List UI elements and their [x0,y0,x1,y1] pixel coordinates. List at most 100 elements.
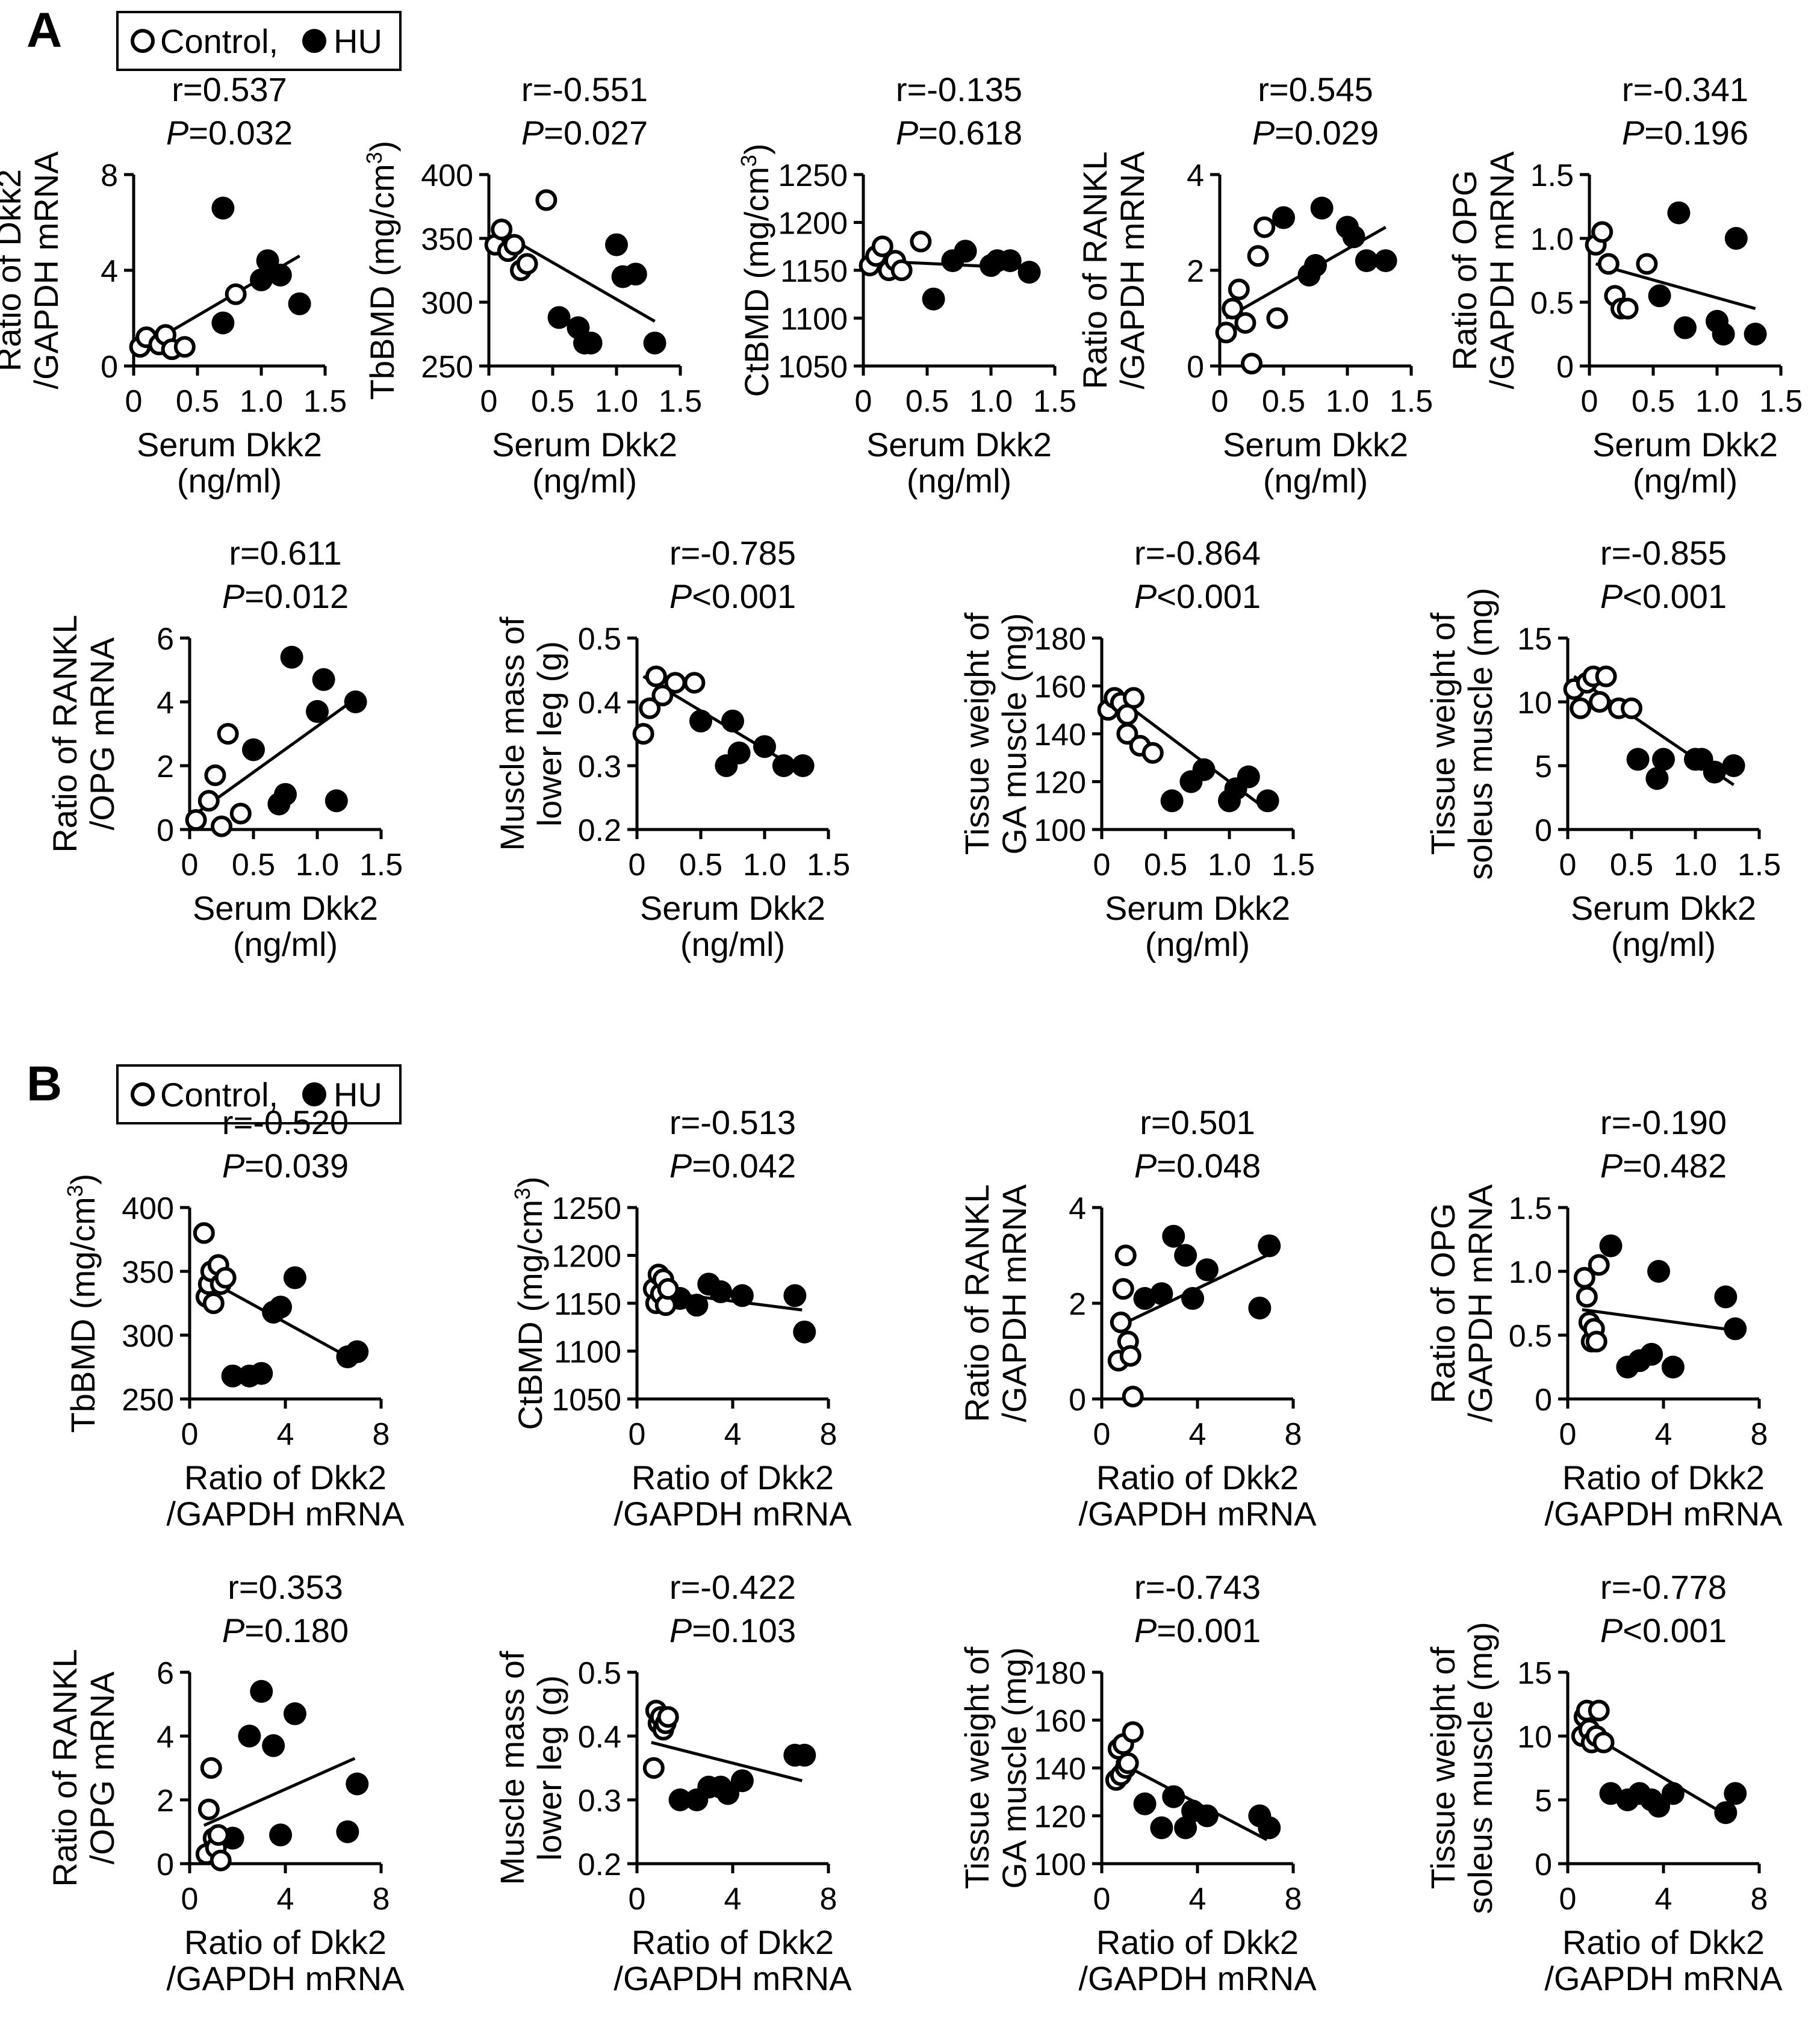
correlation-r: r=-0.422 [669,1568,796,1606]
correlation-r: r=0.545 [1258,70,1373,108]
scatter-plot-a5: r=-0.341 P=0.196 0 0.5 1.0 1.5 0 0.5 1.0 1.5 Serum… [1446,70,1803,500]
y-tick-label: 140 [1034,718,1086,752]
x-tick-label: 8 [1285,1417,1302,1452]
control-point [193,1222,215,1244]
hu-point [579,331,603,355]
hu-point [1724,1317,1747,1341]
p-value: P<0.001 [1600,577,1727,615]
y-axis-label: /GAPDH mRNA [27,151,65,389]
p-value: P<0.001 [1134,577,1261,615]
hu-point [793,1320,816,1344]
p-value: P=0.001 [1134,1611,1261,1649]
y-tick-label: 0.5 [1530,286,1574,321]
x-axis-label: (ng/ml) [233,925,338,963]
x-axis-label: /GAPDH mRNA [1078,1495,1317,1533]
y-tick-label: 2 [157,749,174,784]
legend-hu-label: HU [334,22,382,60]
y-tick-label: 0.5 [578,622,621,657]
scatter-plot-a4: r=0.545 P=0.029 0 2 4 0 0.5 1.0 1.5 Serum Dkk2(ng… [1076,70,1433,500]
y-tick-label: 1.0 [1530,222,1574,257]
hu-point [668,1788,692,1811]
correlation-r: r=-0.855 [1600,534,1727,572]
control-point [1141,742,1164,764]
x-tick-label: 0 [629,848,646,882]
x-tick-label: 1.0 [1695,384,1739,419]
x-tick-label: 8 [820,1417,837,1452]
scatter-plot-b6: r=-0.422 P=0.103 0.2 0.3 0.4 0.5 0 4 8 Ratio of D… [493,1568,852,1997]
y-tick-label: 1.0 [1509,1255,1552,1290]
y-tick-label: 1250 [551,1191,621,1226]
control-point [645,665,667,687]
x-tick-label: 0 [629,1417,646,1452]
control-point [1247,245,1269,267]
control-point [1585,1330,1607,1353]
y-tick-label: 300 [122,1319,174,1354]
hu-point [1744,323,1767,346]
correlation-r: r=-0.520 [222,1103,349,1141]
p-value: P=0.039 [222,1147,349,1185]
hu-point [730,1769,754,1793]
correlation-r: r=-0.513 [669,1103,796,1141]
y-axis-label: /GAPDH mRNA [995,1184,1033,1422]
x-axis-label: Serum Dkk2 [640,889,825,927]
scatter-plot-b7: r=-0.743 P=0.001 100 120 140 160 180 0 4 8 Ratio o… [958,1568,1317,1997]
hu-point [269,1295,293,1319]
correlation-r: r=-0.785 [669,534,796,572]
y-tick-label: 0 [1069,1383,1086,1418]
y-axis-label: Ratio of Dkk2 [0,169,28,371]
hu-point [1626,748,1650,771]
x-tick-label: 8 [1751,1417,1768,1452]
y-tick-label: 0 [1535,813,1552,848]
p-value: P=0.103 [669,1611,796,1649]
hu-point [1195,1804,1219,1828]
hu-point [1640,1342,1663,1366]
hu-point [689,709,712,733]
x-axis-label: /GAPDH mRNA [166,1495,405,1533]
control-point [683,672,706,694]
control-point [657,1706,679,1728]
hu-point [1647,1260,1671,1283]
control-point [664,672,686,694]
y-axis-label: soleus muscle (mg) [1461,1622,1499,1914]
control-point [516,253,538,275]
hu-point [605,233,628,256]
hu-point [1722,754,1745,777]
x-tick-label: 0.5 [905,384,949,419]
x-tick-label: 4 [277,1882,294,1917]
scatter-plot-b2: r=-0.513 P=0.042 1050 1100 1150 1200 1250 0 4 8 Ra… [510,1103,852,1533]
x-axis-label: Serum Dkk2 [1105,889,1290,927]
control-point [1595,665,1617,687]
x-tick-label: 1.5 [1738,848,1781,882]
x-axis-label: /GAPDH mRNA [166,1959,405,1997]
x-tick-label: 1.5 [1272,848,1315,882]
x-tick-label: 1.0 [969,384,1013,419]
hu-point [283,1702,306,1725]
hu-point [250,268,273,291]
y-tick-label: 5 [1535,1784,1552,1819]
control-point [185,809,207,831]
x-tick-label: 0.5 [1144,848,1187,882]
hu-point [1174,1244,1197,1267]
y-tick-label: 2 [157,1784,174,1819]
y-axis-label: TbBMD (mg/cm3) [362,141,401,400]
y-tick-label: 0.4 [578,1720,621,1755]
x-tick-label: 4 [1189,1882,1207,1917]
y-tick-label: 8 [101,158,118,193]
y-tick-label: 400 [122,1191,174,1226]
hu-point [1374,249,1397,273]
y-tick-label: 1100 [554,1335,621,1370]
hu-point [643,331,666,355]
hu-point [1703,760,1726,784]
y-tick-label: 0.5 [578,1656,621,1691]
hu-point [1661,1782,1685,1805]
hu-point [1192,758,1216,781]
y-tick-label: 180 [1034,1656,1086,1691]
x-axis-label: /GAPDH mRNA [1544,1495,1783,1533]
hu-point [1310,196,1334,220]
hu-point [685,1294,709,1317]
y-axis-label: GA muscle (mg) [995,1647,1033,1888]
hu-point [1017,261,1041,284]
p-value: P=0.029 [1252,114,1379,152]
y-tick-label: 160 [1034,1704,1086,1739]
x-axis-label: Ratio of Dkk2 [1096,1923,1299,1961]
